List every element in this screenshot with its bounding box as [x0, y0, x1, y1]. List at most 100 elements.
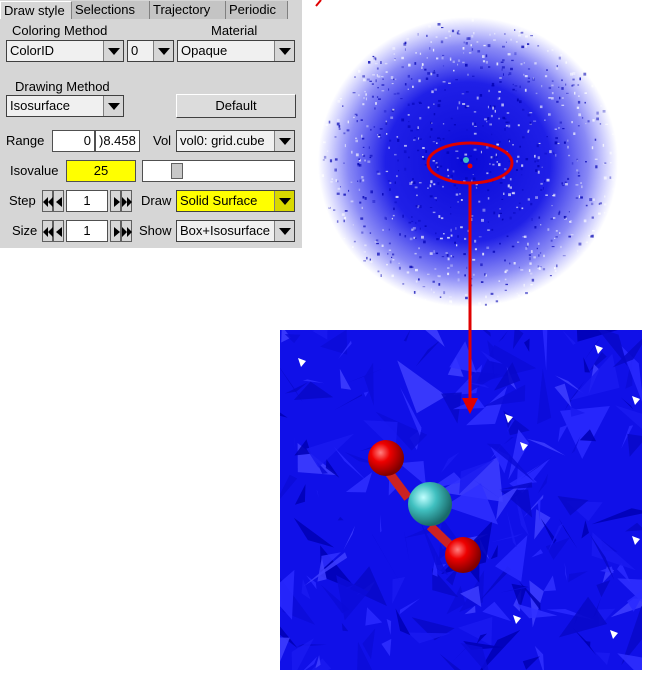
speckle: [430, 180, 433, 184]
surface-facet: [558, 596, 608, 638]
color-id-select[interactable]: 0: [127, 40, 174, 62]
highlight-ellipse: [426, 141, 514, 185]
speckle: [362, 75, 365, 78]
speckle: [578, 113, 581, 117]
speckle: [343, 162, 345, 164]
speckle: [358, 159, 361, 162]
speckle: [436, 168, 439, 171]
surface-facet: [459, 459, 495, 495]
speckle: [383, 110, 387, 113]
speckle: [547, 50, 549, 52]
default-button[interactable]: Default: [176, 94, 296, 118]
right-arrow-icon[interactable]: [110, 220, 121, 242]
surface-facet: [381, 638, 392, 657]
isovalue-field[interactable]: 25: [66, 160, 136, 182]
speckle: [441, 27, 444, 29]
speckle: [374, 62, 378, 65]
material-select[interactable]: Opaque: [177, 40, 295, 62]
speckle: [555, 66, 559, 70]
speckle: [437, 274, 439, 277]
double-left-arrow-icon[interactable]: [42, 190, 53, 212]
speckle: [560, 245, 562, 249]
speckle: [367, 160, 371, 163]
speckle: [340, 186, 341, 188]
speckle: [452, 60, 455, 63]
speckle: [357, 163, 360, 166]
surface-facet: [338, 340, 352, 359]
speckle: [568, 211, 570, 213]
surface-facet: [315, 655, 321, 669]
surface-facet: [357, 641, 373, 670]
speckle: [435, 162, 438, 165]
speckle: [480, 263, 483, 267]
speckle: [508, 121, 510, 124]
range-max-field[interactable]: )8.458: [95, 130, 140, 152]
speckle: [432, 280, 435, 283]
show-select[interactable]: Box+Isosurface: [176, 220, 295, 242]
speckle: [387, 180, 391, 182]
speckle: [507, 184, 510, 188]
speckle: [455, 193, 459, 196]
isovalue-slider[interactable]: [142, 160, 295, 182]
step-field[interactable]: 1: [66, 190, 108, 212]
tab-draw-style[interactable]: Draw style: [0, 1, 72, 19]
coloring-method-select[interactable]: ColorID: [6, 40, 124, 62]
tab-selections[interactable]: Selections: [72, 1, 150, 19]
speckle: [491, 156, 495, 159]
speckle: [505, 121, 508, 124]
speckle: [533, 120, 537, 122]
double-right-arrow-icon[interactable]: [121, 190, 132, 212]
speckle: [595, 165, 598, 169]
surface-facet: [386, 619, 392, 636]
speckle: [576, 169, 579, 172]
speckle: [437, 137, 440, 139]
speckle: [496, 143, 499, 146]
speckle: [539, 105, 543, 109]
draw-style-select[interactable]: Solid Surface: [176, 190, 295, 212]
speckle: [525, 35, 528, 38]
speckle: [371, 95, 374, 98]
surface-facet: [542, 330, 548, 371]
surface-facet: [480, 629, 521, 670]
surface-facet: [522, 656, 540, 670]
speckle: [415, 268, 418, 272]
surface-facet: [627, 433, 642, 457]
drawing-method-select[interactable]: Isosurface: [6, 95, 124, 117]
speckle: [476, 41, 479, 43]
speckle: [591, 216, 594, 219]
speckle: [482, 125, 484, 127]
tab-periodic[interactable]: Periodic: [226, 1, 288, 19]
speckle: [478, 302, 481, 305]
volume-select[interactable]: vol0: grid.cube: [176, 130, 295, 152]
range-min-field[interactable]: 0: [52, 130, 95, 152]
left-arrow-icon[interactable]: [53, 220, 64, 242]
surface-facet: [625, 522, 642, 532]
slider-handle[interactable]: [171, 163, 183, 179]
surface-facet: [400, 387, 422, 436]
speckle: [394, 153, 397, 156]
speckle: [491, 85, 495, 87]
surface-facet: [281, 330, 291, 343]
speckle: [450, 117, 453, 120]
speckle: [374, 241, 378, 243]
speckle: [391, 256, 393, 258]
double-right-arrow-icon[interactable]: [121, 220, 132, 242]
double-left-arrow-icon[interactable]: [42, 220, 53, 242]
speckle: [554, 141, 558, 145]
size-field[interactable]: 1: [66, 220, 108, 242]
speckle: [424, 68, 427, 71]
speckle: [330, 181, 333, 183]
left-arrow-icon[interactable]: [53, 190, 64, 212]
speckle: [570, 220, 573, 223]
surface-facet: [570, 353, 620, 401]
right-arrow-icon[interactable]: [110, 190, 121, 212]
speckle: [478, 200, 481, 203]
surface-facet: [589, 533, 615, 580]
surface-facet: [570, 406, 586, 417]
speckle: [487, 105, 489, 109]
tab-trajectory[interactable]: Trajectory: [150, 1, 226, 19]
speckle: [442, 185, 444, 188]
speckle: [498, 163, 501, 167]
speckle: [450, 206, 452, 208]
speckle: [384, 216, 386, 220]
